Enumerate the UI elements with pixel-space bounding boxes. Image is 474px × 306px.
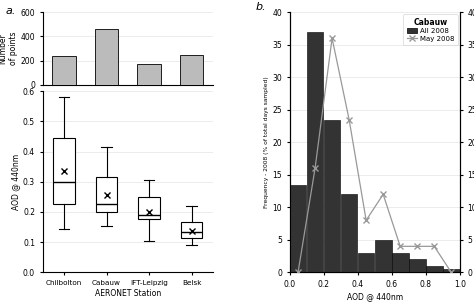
X-axis label: AERONET Station: AERONET Station xyxy=(95,289,161,298)
Bar xyxy=(375,240,392,272)
Legend: All 2008, May 2008: All 2008, May 2008 xyxy=(403,14,458,45)
Bar xyxy=(392,253,409,272)
PathPatch shape xyxy=(96,177,117,212)
Bar xyxy=(52,56,76,85)
Bar xyxy=(180,55,203,85)
Text: b.: b. xyxy=(255,2,266,12)
Bar xyxy=(443,269,460,272)
Text: a.: a. xyxy=(5,6,16,17)
Bar xyxy=(290,185,306,272)
Y-axis label: AOD @ 440nm: AOD @ 440nm xyxy=(11,154,20,210)
Y-axis label: Number
of points: Number of points xyxy=(0,32,18,65)
Bar xyxy=(426,266,443,272)
Bar xyxy=(409,259,426,272)
Bar xyxy=(324,120,340,272)
Y-axis label: Frequency - 2008 (% of total days sampled): Frequency - 2008 (% of total days sample… xyxy=(264,76,269,208)
X-axis label: AOD @ 440nm: AOD @ 440nm xyxy=(346,292,403,301)
Bar xyxy=(341,194,357,272)
PathPatch shape xyxy=(53,138,74,204)
PathPatch shape xyxy=(181,222,202,237)
Bar xyxy=(137,64,161,85)
Bar xyxy=(358,253,374,272)
PathPatch shape xyxy=(138,197,160,219)
Bar xyxy=(95,29,118,85)
Bar xyxy=(307,32,323,272)
